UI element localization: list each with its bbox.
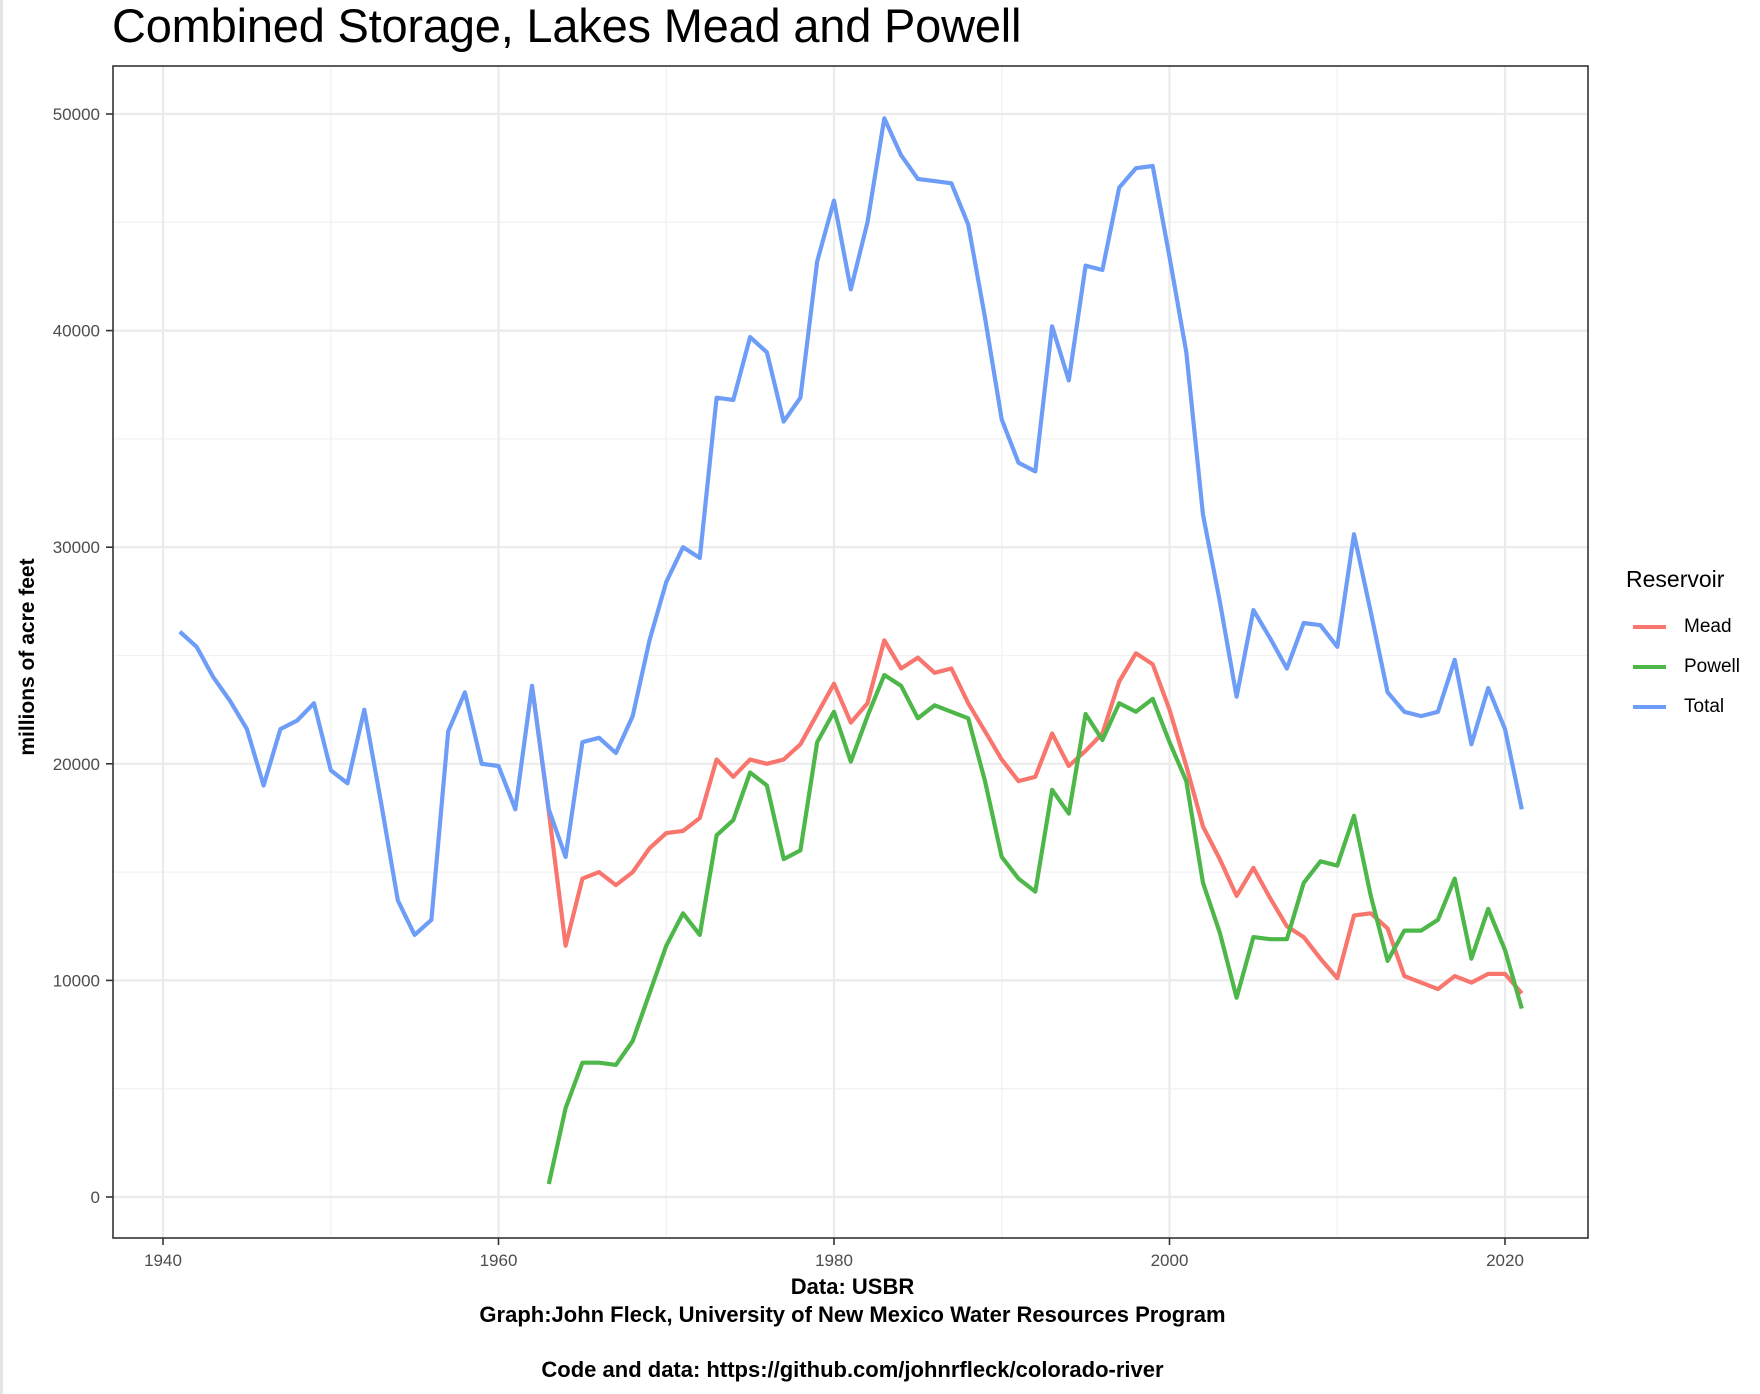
x-tick-label: 2020 xyxy=(1486,1251,1524,1270)
x-axis-ticks: 1940 1960 1980 2000 2020 xyxy=(144,1238,1524,1270)
series-line-total xyxy=(178,116,1524,938)
series-line-powell xyxy=(546,672,1524,1185)
minor-gridlines xyxy=(113,66,1588,1238)
legend-label-powell: Powell xyxy=(1684,656,1740,677)
y-tick-label: 30000 xyxy=(53,538,100,557)
legend-label-total: Total xyxy=(1684,696,1725,717)
x-tick-label: 1960 xyxy=(480,1251,518,1270)
legend-swatch-mead xyxy=(1633,625,1666,629)
image-left-border xyxy=(0,0,3,1394)
x-tick-label: 1940 xyxy=(144,1251,182,1270)
legend-title: Reservoir xyxy=(1626,566,1725,592)
legend: Reservoir Mead Powell Total xyxy=(1626,566,1740,727)
plot-border xyxy=(112,65,1589,1239)
caption-code-link: Code and data: https://github.com/johnrf… xyxy=(541,1357,1164,1382)
y-tick-label: 20000 xyxy=(53,755,100,774)
major-gridlines xyxy=(113,66,1588,1238)
series-lines xyxy=(178,116,1524,1185)
legend-item-total: Total xyxy=(1626,687,1740,727)
legend-label-mead: Mead xyxy=(1684,616,1732,637)
y-tick-label: 50000 xyxy=(53,105,100,124)
x-tick-label: 1980 xyxy=(815,1251,853,1270)
x-tick-label: 2000 xyxy=(1151,1251,1189,1270)
caption-data-source: Data: USBR xyxy=(790,1274,915,1299)
legend-item-powell: Powell xyxy=(1626,647,1740,687)
y-tick-label: 0 xyxy=(91,1188,100,1207)
chart-title: Combined Storage, Lakes Mead and Powell xyxy=(112,0,1022,52)
y-axis-label: millions of acre feet xyxy=(16,558,39,756)
legend-swatch-total xyxy=(1633,705,1666,709)
legend-item-mead: Mead xyxy=(1626,607,1740,647)
y-axis-ticks: 0 10000 20000 30000 40000 50000 xyxy=(53,105,113,1207)
y-tick-label: 10000 xyxy=(53,971,100,990)
plot-panel xyxy=(113,66,1588,1238)
y-tick-label: 40000 xyxy=(53,322,100,341)
legend-swatch-powell xyxy=(1633,665,1666,669)
caption-graph-credit: Graph:John Fleck, University of New Mexi… xyxy=(479,1302,1226,1327)
series-line-mead xyxy=(529,638,1524,995)
